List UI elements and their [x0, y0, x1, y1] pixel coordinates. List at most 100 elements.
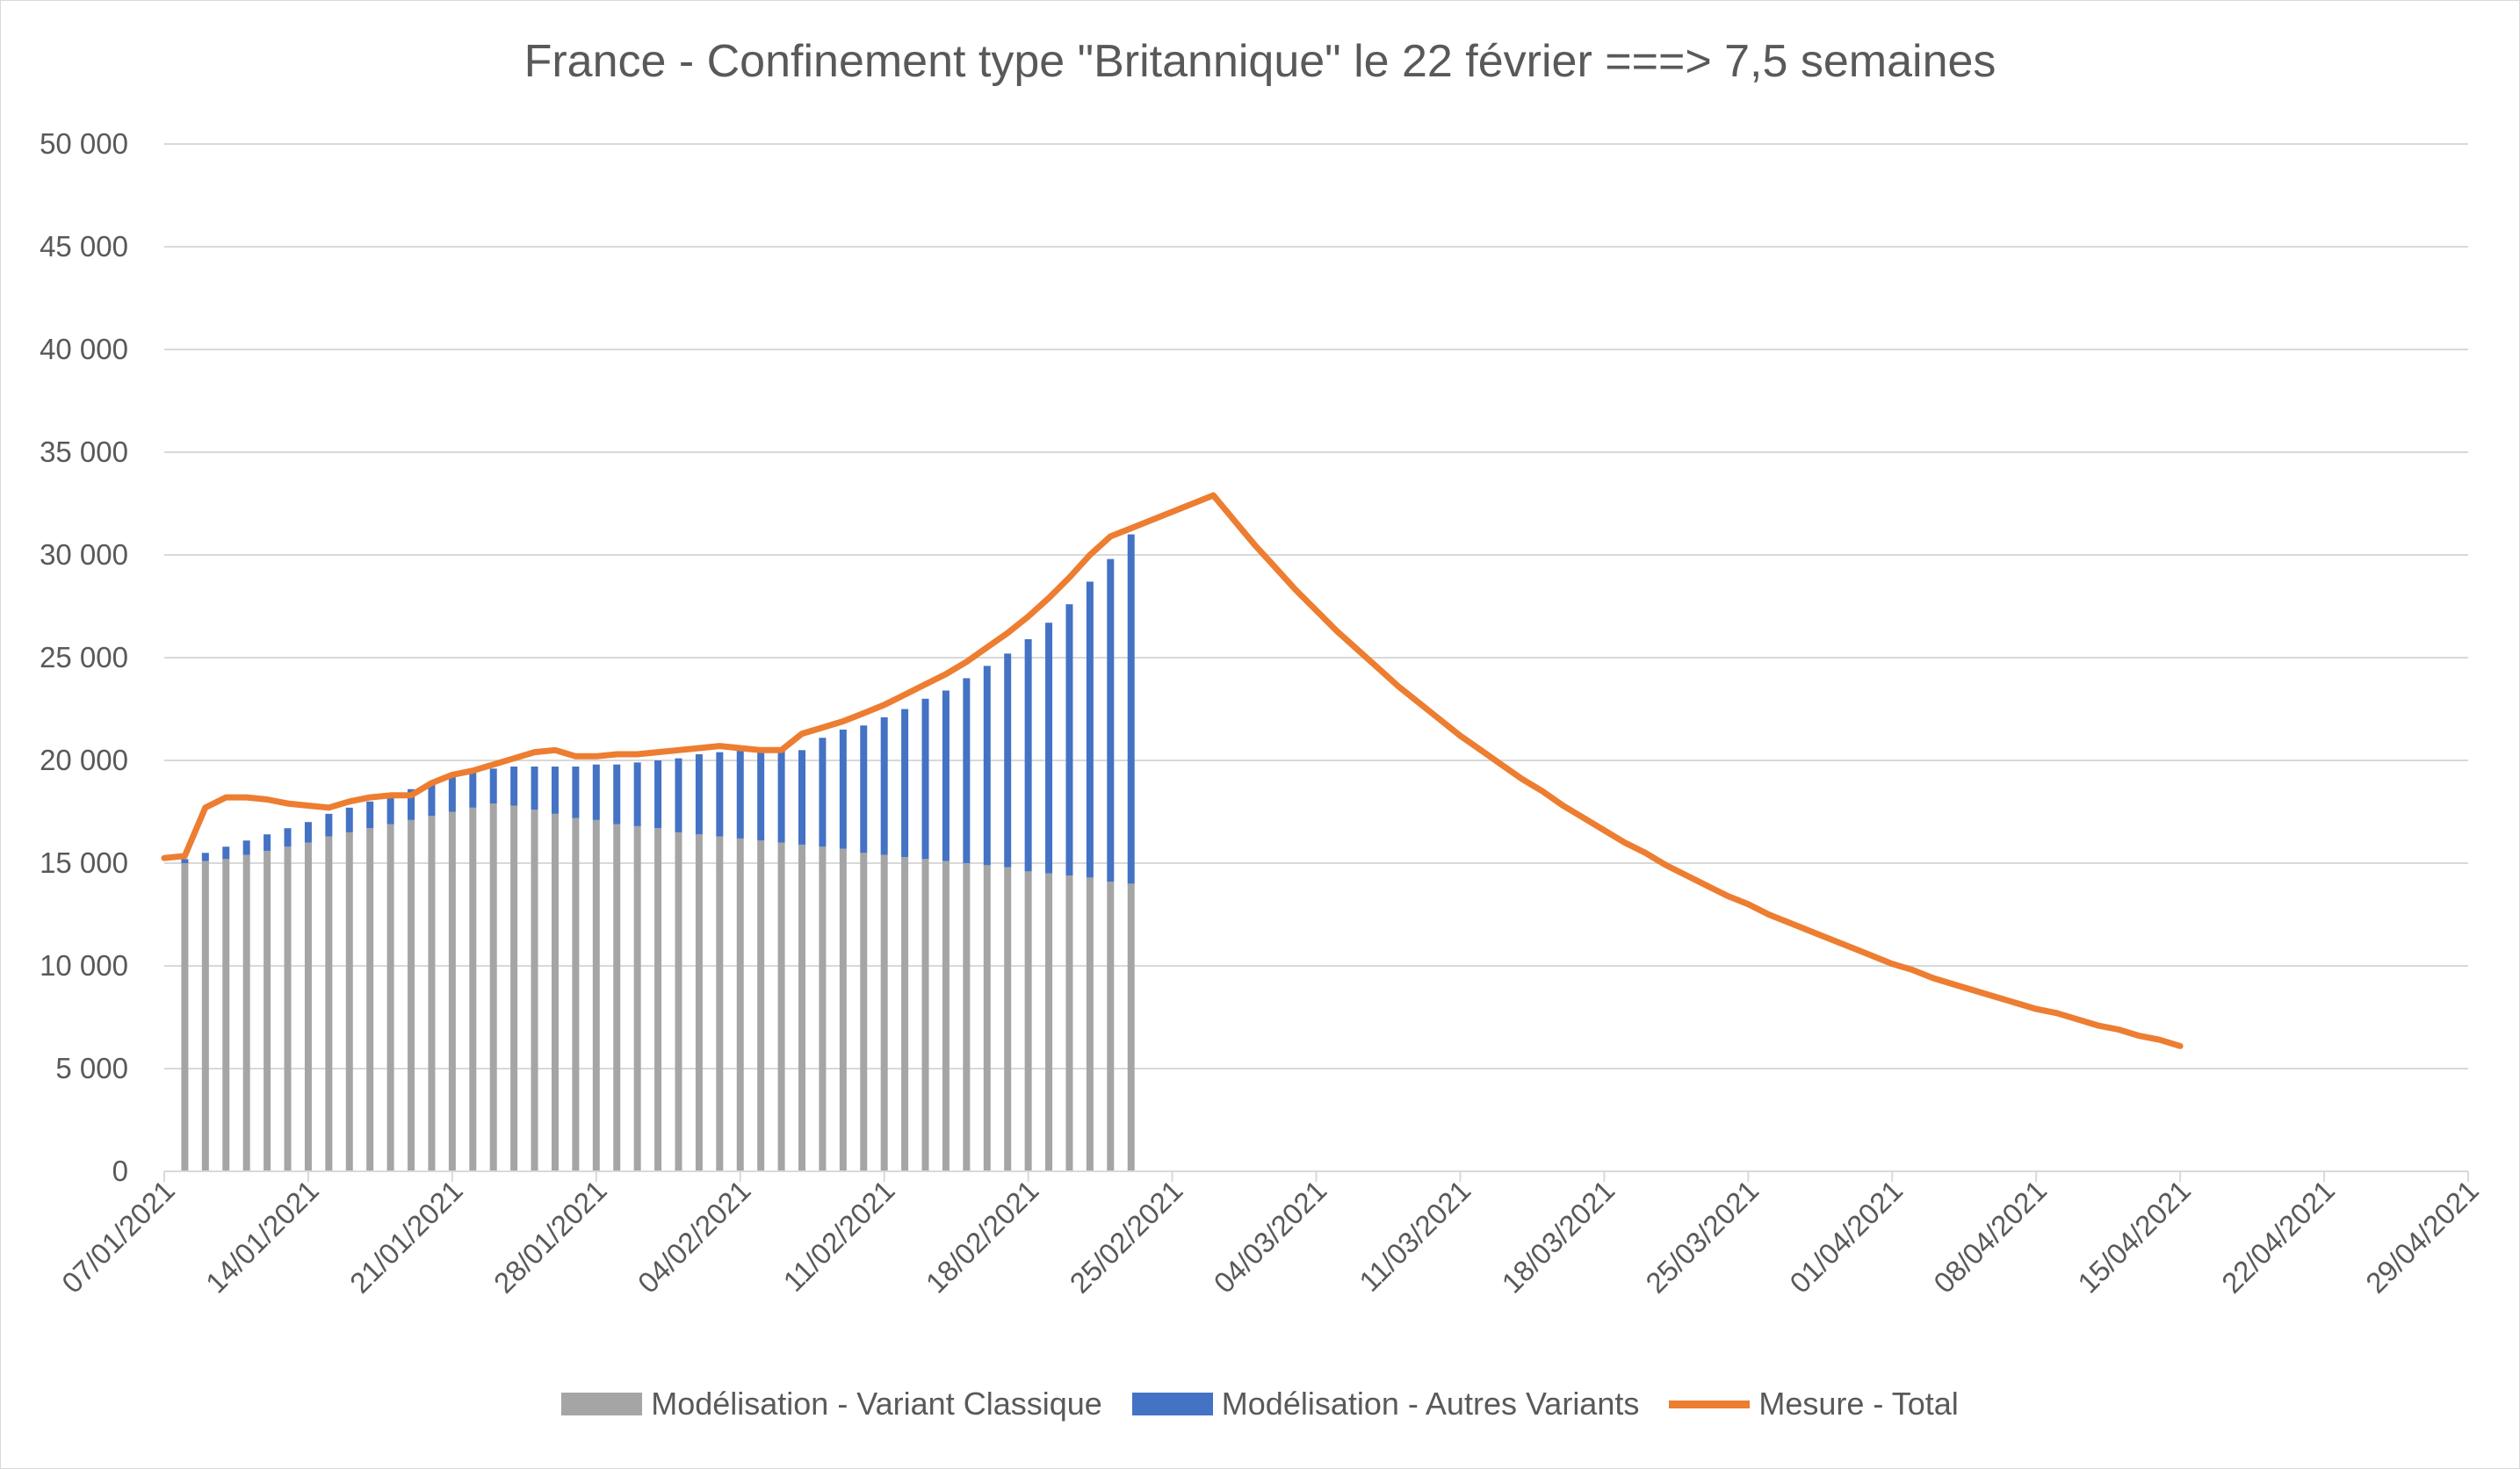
- bar-classique: [408, 819, 415, 1171]
- bar-autres: [1107, 558, 1115, 882]
- bar-autres: [510, 767, 518, 806]
- y-axis-ticks: 0 5 000 10 000 15 000 20 000 25 000 30 000 35 0…: [40, 127, 128, 1187]
- bar-autres: [592, 764, 600, 820]
- bar-classique: [963, 863, 971, 1171]
- bar-classique: [613, 824, 621, 1171]
- y-tick-label: 15 000: [40, 846, 128, 879]
- bar-classique: [242, 854, 250, 1171]
- bar-autres: [448, 776, 456, 812]
- x-tick-label: 11/03/2021: [1353, 1174, 1477, 1298]
- bar-autres: [675, 758, 682, 832]
- legend-label-total: Mesure - Total: [1758, 1386, 1959, 1422]
- legend-label-classique: Modélisation - Variant Classique: [651, 1386, 1102, 1422]
- bar-classique: [366, 828, 374, 1171]
- bar-autres: [860, 725, 868, 853]
- bar-classique: [819, 846, 827, 1171]
- x-tick-label: 01/04/2021: [1783, 1174, 1909, 1300]
- bar-classique: [983, 865, 991, 1171]
- bar-classique: [572, 817, 580, 1171]
- bar-classique: [489, 803, 497, 1171]
- x-tick-label: 18/02/2021: [920, 1174, 1045, 1300]
- bar-classique: [469, 807, 477, 1171]
- y-tick-label: 30 000: [40, 538, 128, 571]
- bar-classique: [428, 816, 436, 1171]
- bar-classique: [798, 844, 806, 1171]
- bar-classique: [716, 836, 724, 1171]
- bar-classique: [1045, 873, 1053, 1171]
- x-tick-label: 18/03/2021: [1495, 1174, 1621, 1300]
- x-tick-label: 22/04/2021: [2215, 1174, 2341, 1300]
- bar-autres: [469, 773, 477, 808]
- bar-autres: [222, 846, 230, 860]
- bar-classique: [921, 859, 929, 1171]
- legend-label-autres: Modélisation - Autres Variants: [1221, 1386, 1640, 1422]
- bars: [181, 534, 1135, 1171]
- x-tick-label: 29/04/2021: [2359, 1174, 2485, 1300]
- y-tick-label: 25 000: [40, 641, 128, 673]
- bar-autres: [551, 767, 559, 814]
- bar-classique: [901, 856, 909, 1171]
- bar-classique: [510, 805, 518, 1171]
- bar-autres: [242, 840, 250, 855]
- y-tick-label: 35 000: [40, 436, 128, 468]
- bar-autres: [695, 753, 703, 835]
- bar-classique: [654, 828, 662, 1171]
- bar-classique: [201, 861, 209, 1171]
- legend: Modélisation - Variant Classique Modélis…: [0, 1386, 2520, 1422]
- bar-classique: [345, 832, 353, 1171]
- legend-item-classique: Modélisation - Variant Classique: [561, 1386, 1102, 1422]
- bar-classique: [1065, 875, 1073, 1171]
- bar-classique: [325, 836, 333, 1171]
- bar-autres: [1086, 581, 1094, 878]
- bar-classique: [1024, 871, 1032, 1171]
- bar-classique: [736, 838, 744, 1171]
- bar-autres: [654, 760, 662, 829]
- bar-autres: [757, 750, 765, 841]
- bar-autres: [1004, 653, 1012, 868]
- y-tick-label: 5 000: [55, 1052, 128, 1084]
- x-tick-label: 04/02/2021: [632, 1174, 757, 1300]
- total-line: [161, 492, 2184, 1049]
- bar-classique: [633, 825, 641, 1171]
- legend-item-total: Mesure - Total: [1669, 1386, 1959, 1422]
- y-tick-label: 45 000: [40, 230, 128, 263]
- x-tick-label: 11/02/2021: [776, 1174, 900, 1298]
- bar-classique: [695, 834, 703, 1171]
- bar-autres: [325, 813, 333, 837]
- bar-classique: [264, 850, 271, 1171]
- bar-autres: [428, 782, 436, 817]
- bar-classique: [1127, 883, 1135, 1171]
- bar-classique: [675, 832, 682, 1171]
- bar-classique: [942, 861, 950, 1171]
- bar-autres: [736, 750, 744, 839]
- bar-autres: [819, 738, 827, 847]
- bar-autres: [572, 767, 580, 818]
- bar-autres: [366, 801, 374, 829]
- bar-autres: [942, 690, 950, 861]
- line-total: [161, 492, 2184, 1049]
- legend-swatch-classique: [561, 1393, 643, 1415]
- x-tick-label: 07/01/2021: [55, 1174, 181, 1300]
- bar-autres: [201, 853, 209, 861]
- y-tick-label: 50 000: [40, 127, 128, 160]
- bar-autres: [880, 716, 888, 855]
- bar-autres: [901, 709, 909, 857]
- x-tick-label: 15/04/2021: [2071, 1174, 2197, 1300]
- bar-autres: [304, 822, 312, 843]
- bar-classique: [1086, 877, 1094, 1171]
- y-tick-label: 0: [112, 1155, 128, 1187]
- bar-autres: [983, 666, 991, 866]
- legend-item-autres: Modélisation - Autres Variants: [1131, 1386, 1640, 1422]
- legend-swatch-total: [1669, 1400, 1751, 1408]
- bar-autres: [839, 729, 847, 849]
- y-tick-label: 20 000: [40, 744, 128, 776]
- bar-autres: [264, 834, 271, 851]
- bar-autres: [963, 678, 971, 863]
- bar-autres: [284, 828, 292, 847]
- bar-autres: [408, 789, 415, 820]
- gridlines: [164, 143, 2468, 1069]
- legend-swatch-autres: [1131, 1393, 1213, 1415]
- bar-classique: [1107, 882, 1115, 1171]
